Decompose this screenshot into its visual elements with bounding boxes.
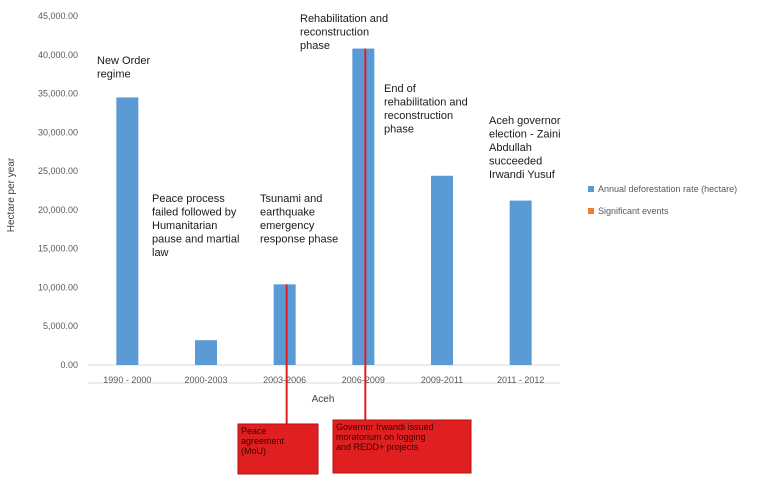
bar — [352, 48, 375, 365]
annotation-line: New Order — [97, 55, 151, 67]
event-line-text: and REDD+ projects — [336, 442, 419, 452]
bar — [195, 340, 217, 365]
annotation-line: phase — [384, 124, 414, 136]
y-tick-label: 40,000.00 — [38, 50, 78, 60]
event-label: Peace agreement (MoU) — [241, 426, 285, 456]
bar — [509, 200, 532, 365]
event-line-text: Peace — [241, 426, 267, 436]
annotation-line: Aceh governor — [489, 115, 561, 127]
legend-label: Annual deforestation rate (hectare) — [598, 184, 737, 194]
x-axis-ticks: 1990 - 2000 2000-2003 2003-2006 2006-2009 20… — [103, 375, 544, 385]
annotation-line: failed followed by — [152, 207, 237, 219]
bar — [431, 175, 453, 365]
annotation-line: Humanitarian — [152, 220, 217, 232]
x-tick-label: 2000-2003 — [184, 375, 227, 385]
event-line-text: agreement — [241, 436, 285, 446]
bars — [116, 48, 532, 365]
annotation-line: earthquake — [260, 207, 315, 219]
annotation-line: law — [152, 247, 169, 259]
y-tick-label: 25,000.00 — [38, 166, 78, 176]
annotation-label: End of rehabilitation and reconstruction ph… — [384, 83, 468, 136]
annotation-line: election - Zaini — [489, 129, 561, 141]
x-tick-label: 2009-2011 — [421, 375, 463, 385]
annotation-line: rehabilitation and — [384, 97, 468, 109]
y-axis-title: Hectare per year — [6, 157, 17, 232]
annotation-line: response phase — [260, 234, 338, 246]
event-markers: Peace agreement (MoU) Governor Irwandi issu… — [237, 48, 472, 475]
annotation-label: Rehabilitation and reconstruction phase — [300, 13, 388, 52]
event-line-text: (MoU) — [241, 446, 266, 456]
annotation-line: pause and martial — [152, 234, 239, 246]
bar — [273, 284, 296, 365]
annotation-line: reconstruction — [384, 110, 453, 122]
annotation-line: Irwandi Yusuf — [489, 169, 556, 181]
x-tick-label: 2011 - 2012 — [497, 375, 544, 385]
x-axis-title: Aceh — [312, 394, 335, 405]
annotation-line: Tsunami and — [260, 193, 322, 205]
legend-swatch — [588, 208, 594, 214]
x-tick-label: 2003-2006 — [263, 375, 306, 385]
event-line-text: moratorium on logging — [336, 432, 426, 442]
annotation-label: Tsunami and earthquake emergency response p… — [260, 193, 338, 246]
y-tick-label: 30,000.00 — [38, 127, 78, 137]
y-tick-label: 45,000.00 — [38, 11, 78, 21]
annotation-line: reconstruction — [300, 27, 369, 39]
annotation-line: emergency — [260, 220, 315, 232]
annotation-line: Peace process — [152, 193, 225, 205]
x-tick-label: 2006-2009 — [342, 375, 385, 385]
y-axis-ticks: 0.00 5,000.00 10,000.00 15,000.00 20,000.00 2… — [38, 11, 78, 370]
y-tick-label: 10,000.00 — [38, 282, 78, 292]
annotation-line: End of — [384, 83, 417, 95]
annotation-line: regime — [97, 69, 131, 81]
y-tick-label: 20,000.00 — [38, 205, 78, 215]
event-line-text: Governor Irwandi issued — [336, 422, 434, 432]
event-box — [332, 419, 472, 474]
annotation-label: Peace process failed followed by Humanitar… — [152, 193, 239, 259]
legend: Annual deforestation rate (hectare) Signi… — [588, 184, 737, 216]
annotation-line: Rehabilitation and — [300, 13, 388, 25]
legend-label: Significant events — [598, 206, 669, 216]
event-label: Governor Irwandi issued moratorium on log… — [336, 422, 434, 452]
annotation-line: phase — [300, 40, 330, 52]
bar — [116, 97, 139, 365]
legend-swatch — [588, 186, 594, 192]
y-tick-label: 35,000.00 — [38, 89, 78, 99]
annotation-label: New Order regime — [97, 55, 151, 81]
y-tick-label: 0.00 — [60, 360, 78, 370]
annotations: New Order regime Peace process failed follo… — [97, 13, 561, 259]
x-tick-label: 1990 - 2000 — [103, 375, 151, 385]
annotation-label: Aceh governor election - Zaini Abdullah suc… — [489, 115, 561, 181]
annotation-line: Abdullah — [489, 142, 532, 154]
annotation-line: succeeded — [489, 156, 542, 168]
y-tick-label: 15,000.00 — [38, 244, 78, 254]
y-tick-label: 5,000.00 — [43, 321, 78, 331]
event-box — [237, 423, 319, 475]
